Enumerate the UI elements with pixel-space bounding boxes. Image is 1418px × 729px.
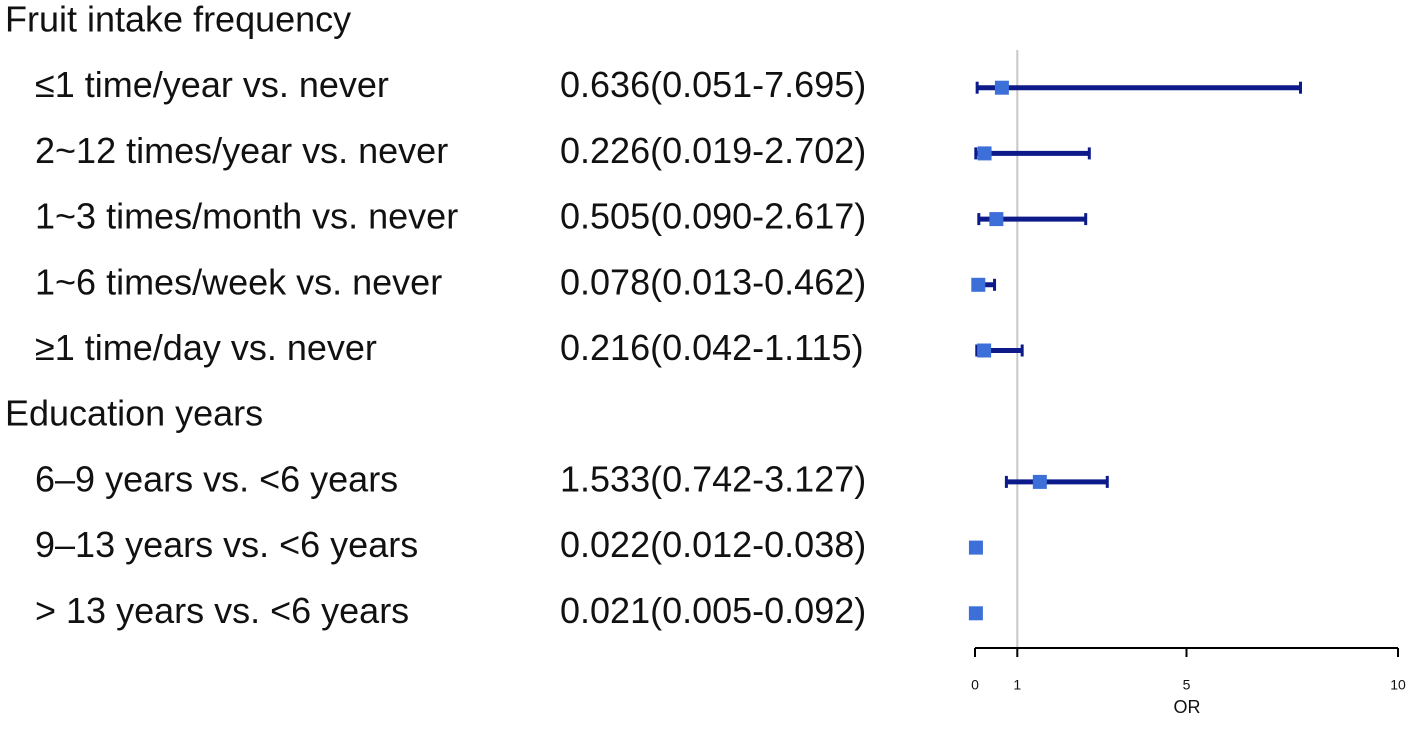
value-label: 0.226(0.019-2.702) [560, 130, 866, 171]
point-estimate [1032, 474, 1047, 489]
x-tick-label: 5 [1183, 677, 1191, 693]
group-header: Education years [5, 393, 263, 434]
x-axis-label: OR [1174, 697, 1201, 717]
point-estimate [968, 540, 983, 555]
value-label: 0.022(0.012-0.038) [560, 524, 866, 565]
row-label: > 13 years vs. <6 years [35, 590, 409, 631]
point-estimate [989, 212, 1004, 227]
x-tick-label: 1 [1013, 677, 1021, 693]
value-label: 0.505(0.090-2.617) [560, 196, 866, 237]
point-estimate [977, 146, 992, 161]
value-label: 0.021(0.005-0.092) [560, 590, 866, 631]
row-label: ≥1 time/day vs. never [35, 327, 377, 368]
x-tick-label: 10 [1390, 677, 1406, 693]
row-label: ≤1 time/year vs. never [35, 64, 389, 105]
point-estimate [968, 606, 983, 621]
x-tick-label: 0 [971, 677, 979, 693]
point-estimate [994, 80, 1009, 95]
row-label: 1~3 times/month vs. never [35, 196, 458, 237]
point-estimate [977, 343, 992, 358]
row-label: 2~12 times/year vs. never [35, 130, 448, 171]
group-header: Fruit intake frequency [5, 0, 351, 40]
point-estimate [971, 277, 986, 292]
value-label: 0.216(0.042-1.115) [560, 327, 864, 368]
value-label: 0.636(0.051-7.695) [560, 64, 866, 105]
value-label: 0.078(0.013-0.462) [560, 261, 866, 302]
row-label: 1~6 times/week vs. never [35, 261, 442, 302]
row-label: 6–9 years vs. <6 years [35, 458, 398, 499]
value-label: 1.533(0.742-3.127) [560, 458, 866, 499]
row-label: 9–13 years vs. <6 years [35, 524, 418, 565]
